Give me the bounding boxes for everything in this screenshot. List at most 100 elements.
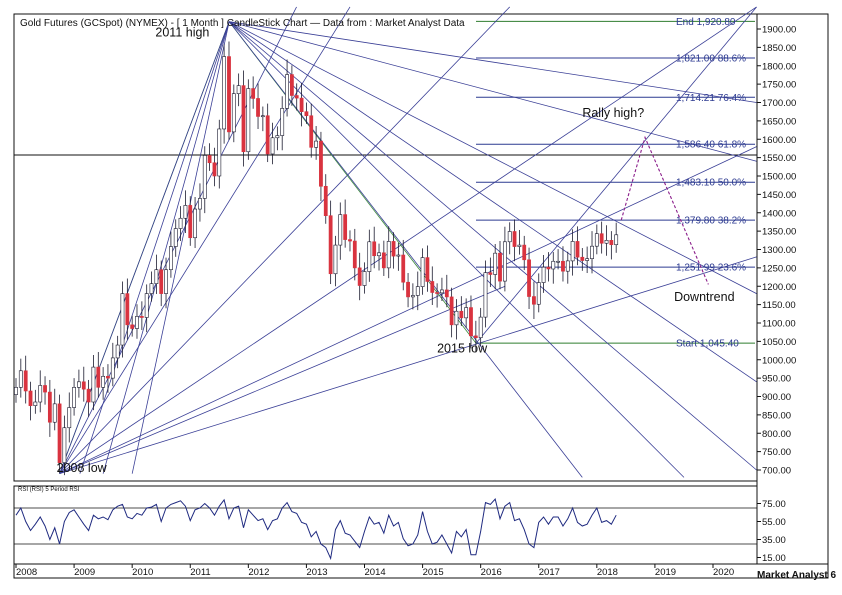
candle-body <box>47 391 52 423</box>
candle-body <box>532 296 536 305</box>
candle-body <box>18 370 23 388</box>
candle-body <box>483 272 488 318</box>
fib-level-label: 1,251.99 23.6% <box>676 263 746 274</box>
candle-body <box>23 370 28 392</box>
candle-body <box>270 137 275 155</box>
candle-body <box>289 74 294 96</box>
candle-body <box>86 388 91 403</box>
candle-body <box>207 155 212 164</box>
candle-body <box>110 357 115 379</box>
candle-body <box>304 111 309 117</box>
candle-body <box>604 240 609 244</box>
candle-body <box>236 85 241 94</box>
candle-body <box>599 233 604 244</box>
rsi-line <box>15 497 617 561</box>
candle-body <box>178 217 183 229</box>
y-tick-label: 1900.00 <box>762 25 796 36</box>
y-tick-label: 1300.00 <box>762 245 796 256</box>
candle-body <box>522 244 527 261</box>
candle-body <box>328 215 333 275</box>
candle-body <box>280 108 285 136</box>
candle-body <box>609 240 614 246</box>
candle-body <box>62 427 67 463</box>
candle-body <box>101 375 106 388</box>
candle-body <box>507 231 512 243</box>
chart-annotation: 2015 low <box>437 341 488 355</box>
candle-body <box>251 88 256 99</box>
candle-body <box>217 128 222 177</box>
x-tick-label: 2013 <box>306 567 327 578</box>
candle-body <box>57 403 62 463</box>
candle-body <box>469 307 473 337</box>
candle-body <box>52 403 57 423</box>
x-axis-frame <box>13 563 829 579</box>
x-tick-label: 2008 <box>16 567 37 578</box>
candle-body <box>386 241 391 269</box>
candle-body <box>72 387 76 408</box>
candle-body <box>478 316 483 338</box>
brand-label: Market Analyst 6 <box>757 570 837 581</box>
fan-line <box>79 21 230 474</box>
fib-level-label: End 1,920.80 <box>676 17 736 28</box>
candle-body <box>459 310 464 319</box>
candle-body <box>125 293 130 326</box>
candle-body <box>541 266 546 283</box>
fib-level-label: Start 1,045.40 <box>676 339 739 350</box>
candle-body <box>265 115 270 155</box>
candle-body <box>425 257 430 282</box>
candle-body <box>410 295 415 298</box>
fan-line <box>131 21 230 474</box>
candle-body <box>275 135 280 139</box>
candle-body <box>323 185 328 216</box>
x-tick-label: 2020 <box>713 567 734 578</box>
candle-body <box>352 240 357 269</box>
fan-line <box>59 146 757 475</box>
candle-body <box>454 310 459 326</box>
rsi-y-tick-label: 75.00 <box>762 499 786 510</box>
candle-body <box>299 97 304 112</box>
x-tick-label: 2017 <box>539 567 560 578</box>
candle-body <box>77 381 81 388</box>
candle-body <box>227 56 231 133</box>
fib-level-label: 1,586.40 61.8% <box>676 140 746 151</box>
x-tick-label: 2018 <box>597 567 618 578</box>
y-tick-label: 1750.00 <box>762 80 796 91</box>
y-tick-label: 1800.00 <box>762 61 796 72</box>
candle-body <box>430 281 435 293</box>
candle-body <box>367 241 372 272</box>
candle-body <box>512 231 517 247</box>
candle-body <box>575 241 580 258</box>
y-tick-label: 1000.00 <box>762 355 796 366</box>
candle-body <box>343 214 348 240</box>
candle-body <box>435 292 440 294</box>
candle-body <box>169 246 173 271</box>
y-tick-label: 1050.00 <box>762 337 796 348</box>
y-tick-label: 800.00 <box>762 429 791 440</box>
candle-body <box>585 258 590 261</box>
candle-body <box>565 260 570 272</box>
y-tick-label: 1600.00 <box>762 135 796 146</box>
candle-body <box>144 293 149 318</box>
candle-body <box>551 260 556 270</box>
candle-body <box>406 281 410 298</box>
candle-body <box>546 266 551 270</box>
candle-body <box>256 98 260 117</box>
candle-body <box>285 74 289 109</box>
chart-annotation: Downtrend <box>674 290 734 304</box>
y-tick-label: 1200.00 <box>762 282 796 293</box>
fib-level-label: 1,379.80 38.2% <box>676 216 746 227</box>
candle-body <box>81 381 86 390</box>
candle-body <box>594 233 599 247</box>
x-tick-label: 2011 <box>190 567 210 578</box>
y-tick-label: 1400.00 <box>762 208 796 219</box>
fib-level-label: 1,821.00 88.6% <box>676 54 746 65</box>
rsi-y-tick-label: 15.00 <box>762 553 786 564</box>
y-tick-label: 1850.00 <box>762 43 796 54</box>
candle-body <box>348 239 352 242</box>
y-tick-label: 1450.00 <box>762 190 796 201</box>
candle-body <box>502 241 507 282</box>
y-tick-label: 1700.00 <box>762 98 796 109</box>
candle-body <box>115 344 120 359</box>
x-tick-label: 2019 <box>655 567 676 578</box>
